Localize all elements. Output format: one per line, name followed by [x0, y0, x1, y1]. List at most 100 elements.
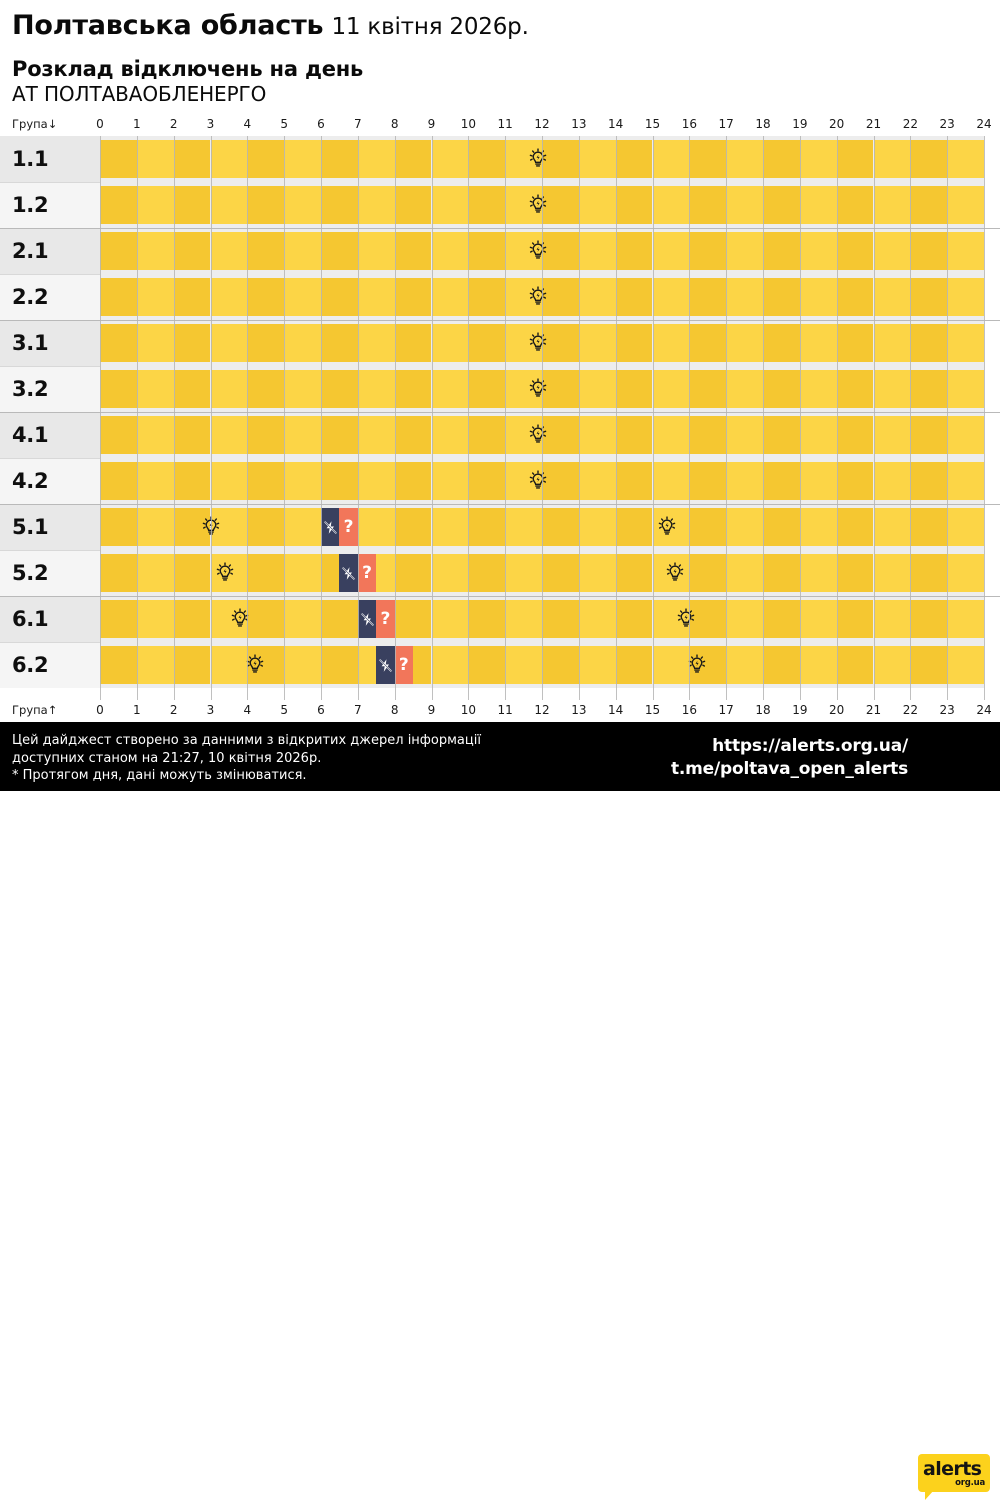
- segment-outage: [947, 508, 984, 546]
- timeline-bar-1.1[interactable]: [100, 140, 984, 178]
- axis-tick-top-19: 19: [792, 117, 808, 131]
- segment-outage: [615, 278, 653, 316]
- bulb-icon: [527, 470, 549, 492]
- group-row-label-6.1: 6.1: [0, 596, 100, 642]
- segment-outage: [689, 554, 727, 592]
- group-label-text: 2.1: [12, 239, 49, 263]
- hour-gridline-22: [910, 136, 912, 700]
- link-website[interactable]: https://alerts.org.ua/: [712, 736, 908, 756]
- segment-outage: [726, 600, 763, 638]
- segment-outage: [468, 186, 506, 224]
- segment-outage: [431, 416, 469, 454]
- group-pair-separator: [0, 228, 1000, 229]
- power-off-bolt-icon: [321, 508, 339, 546]
- segment-outage: [394, 462, 432, 500]
- segment-outage: [873, 186, 911, 224]
- timeline-bar-3.1[interactable]: [100, 324, 984, 362]
- segment-outage: [873, 554, 911, 592]
- link-telegram[interactable]: t.me/poltava_open_alerts: [670, 759, 908, 779]
- hour-gridline-3: [210, 136, 212, 700]
- segment-outage: [136, 508, 174, 546]
- segment-outage: [726, 370, 763, 408]
- unknown-question-icon: ?: [380, 608, 391, 629]
- axis-tick-top-18: 18: [755, 117, 771, 131]
- logo-main-text: alerts: [923, 1458, 982, 1480]
- segment-outage: [726, 416, 763, 454]
- hour-gridline-5: [284, 136, 286, 700]
- axis-tick-bottom-5: 5: [280, 703, 288, 717]
- hour-gridline-10: [468, 136, 470, 700]
- timeline-bar-4.1[interactable]: [100, 416, 984, 454]
- segment-outage: [394, 370, 432, 408]
- segment-outage: [652, 416, 690, 454]
- axis-tick-bottom-6: 6: [317, 703, 325, 717]
- segment-outage: [615, 324, 653, 362]
- segment-outage: [394, 324, 432, 362]
- segment-outage: [468, 324, 506, 362]
- timeline-bar-2.1[interactable]: [100, 232, 984, 270]
- timeline-bar-6.2[interactable]: ?: [100, 646, 984, 684]
- segment-outage: [836, 646, 874, 684]
- segment-outage: [836, 416, 874, 454]
- segment-outage: [505, 554, 542, 592]
- segment-outage: [763, 646, 800, 684]
- segment-outage: [413, 646, 432, 684]
- segment-outage: [836, 140, 874, 178]
- axis-top: Група↓ 0 1 2 3 4 5 6 7 8 9 10 11 12 13 14 15 16 17 18 19 20 2…: [0, 114, 1000, 136]
- timeline-bar-2.2[interactable]: [100, 278, 984, 316]
- segment-outage: [376, 554, 395, 592]
- segment-outage: [763, 324, 800, 362]
- axis-tick-top-17: 17: [718, 117, 734, 131]
- segment-outage: [247, 600, 285, 638]
- power-off-bolt-icon: [358, 600, 376, 638]
- bulb-icon: [527, 194, 549, 216]
- segment-outage: [763, 508, 800, 546]
- axis-tick-top-20: 20: [829, 117, 845, 131]
- bulb-icon: [214, 562, 236, 584]
- segment-outage: [836, 370, 874, 408]
- segment-outage: [615, 140, 653, 178]
- timeline-bar-1.2[interactable]: [100, 186, 984, 224]
- timeline-bar-5.2[interactable]: ?: [100, 554, 984, 592]
- segment-outage: [578, 462, 616, 500]
- segment-outage: [468, 278, 506, 316]
- segment-outage: [210, 232, 248, 270]
- group-row-label-5.2: 5.2: [0, 550, 100, 596]
- axis-tick-bottom-8: 8: [390, 703, 399, 717]
- group-label-text: 2.2: [12, 285, 49, 309]
- group-row-label-1.1: 1.1: [0, 136, 100, 182]
- segment-outage: [836, 232, 874, 270]
- segment-outage: [431, 324, 469, 362]
- segment-outage: [247, 416, 285, 454]
- group-label-text: 6.1: [12, 607, 49, 631]
- bulb-icon: [527, 240, 549, 262]
- hour-gridline-24: [984, 136, 985, 700]
- timeline-bar-3.2[interactable]: [100, 370, 984, 408]
- axis-tick-bottom-12: 12: [534, 703, 550, 717]
- segment-outage: [247, 370, 285, 408]
- segment-outage: [799, 646, 837, 684]
- timeline-bar-6.1[interactable]: ?: [100, 600, 984, 638]
- segment-outage: [836, 508, 874, 546]
- segment-outage: [357, 140, 395, 178]
- segment-outage: [247, 186, 285, 224]
- segment-outage: [247, 508, 285, 546]
- segment-outage: [468, 232, 506, 270]
- group-row-label-3.1: 3.1: [0, 320, 100, 366]
- segment-outage: [173, 462, 211, 500]
- segment-outage: [468, 370, 506, 408]
- segment-outage: [799, 508, 837, 546]
- segment-outage: [542, 554, 579, 592]
- segment-outage: [615, 370, 653, 408]
- segment-outage: [910, 278, 948, 316]
- timeline-bar-4.2[interactable]: [100, 462, 984, 500]
- segment-power-off: [321, 508, 340, 546]
- axis-tick-bottom-13: 13: [571, 703, 587, 717]
- segment-outage: [321, 232, 358, 270]
- group-label-text: 4.1: [12, 423, 49, 447]
- segment-outage: [726, 232, 763, 270]
- segment-outage: [284, 600, 321, 638]
- segment-outage: [247, 554, 285, 592]
- group-row-separator: [0, 366, 100, 367]
- axis-tick-top-21: 21: [865, 117, 882, 131]
